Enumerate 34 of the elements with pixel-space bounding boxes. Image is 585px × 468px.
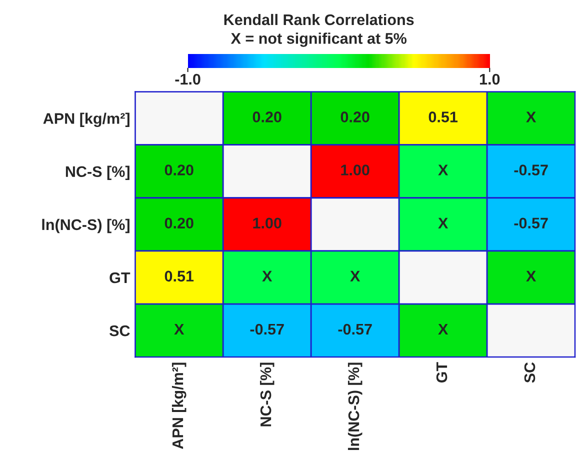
data-label: 0.20	[252, 112, 282, 122]
data-label: -0.57	[514, 164, 548, 176]
chart-title: Kendall Rank Correlations	[224, 14, 414, 26]
data-label: 0.51	[164, 270, 194, 282]
data-label: X	[350, 270, 360, 282]
data-label: X	[526, 270, 536, 282]
x-tick-label: ln(NC-S) [%]	[348, 362, 362, 450]
y-tick-label: NC-S [%]	[66, 166, 130, 180]
y-tick-label: ln(NC-S) [%]	[42, 218, 130, 234]
y-tick-label: SC	[109, 325, 130, 336]
data-label: 1.00	[341, 164, 370, 176]
x-tick-label: NC-S [%]	[260, 362, 274, 426]
data-label: X	[438, 218, 448, 228]
color-bar-label: -1.0	[175, 74, 200, 85]
data-label: X	[262, 270, 272, 282]
y-tick-label: APN [kg/m²]	[43, 112, 130, 128]
x-tick-label: GT	[436, 362, 448, 383]
data-label: X	[526, 112, 536, 122]
data-label: 0.20	[164, 218, 194, 229]
data-label: 1.00	[253, 218, 282, 229]
data-label: -0.57	[250, 324, 284, 335]
chart-subtitle: X = not significant at 5%	[230, 32, 407, 47]
data-label: X	[438, 164, 448, 176]
color-bar-label: 1.0	[480, 74, 500, 85]
y-tick-label: GT	[110, 272, 130, 284]
data-label: X	[438, 324, 448, 334]
data-label: 0.51	[428, 112, 458, 122]
x-tick-label: APN [kg/m²]	[172, 362, 186, 449]
data-label: X	[174, 324, 184, 334]
data-label: 0.20	[340, 112, 370, 122]
data-label: -0.57	[514, 218, 548, 229]
data-label: 0.20	[164, 164, 194, 176]
data-label: -0.57	[338, 324, 372, 335]
x-tick-label: SC	[524, 362, 536, 383]
